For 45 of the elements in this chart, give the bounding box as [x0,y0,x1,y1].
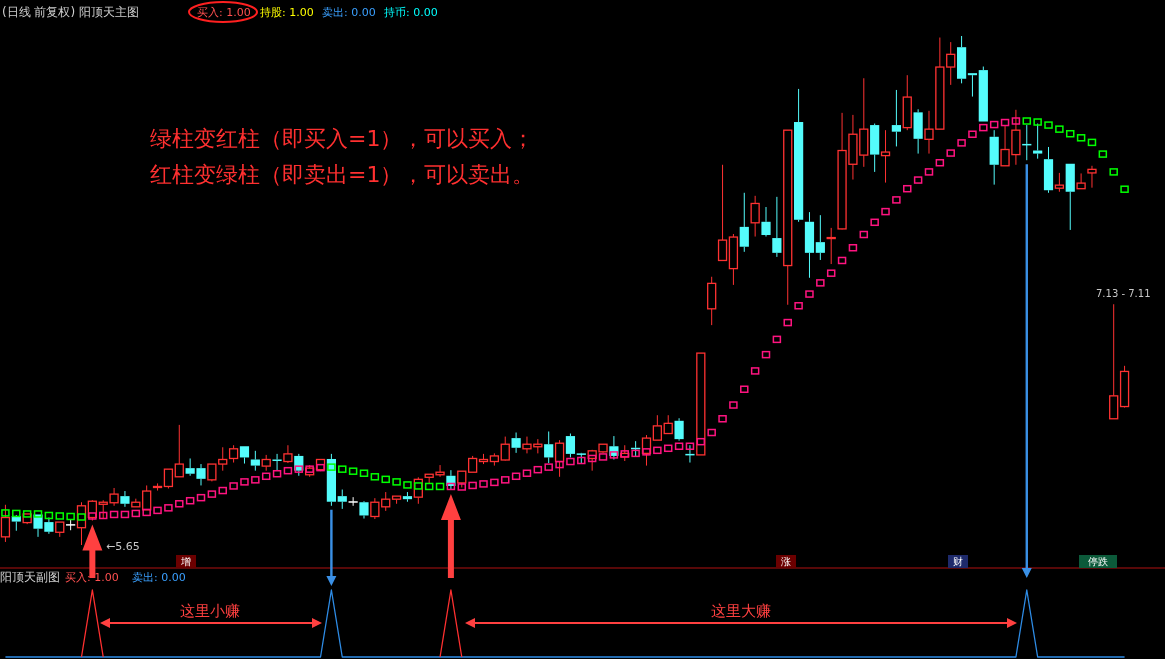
text: 涨 [781,556,791,567]
chart-title: 阳顶天副图 [0,570,60,584]
point [359,469,369,477]
point [1033,118,1042,126]
point [403,481,412,489]
point [424,482,434,491]
text: 卖出: 0.00 [132,571,186,584]
text: 增 [180,556,191,567]
point [1098,150,1108,158]
point [348,467,358,475]
point [22,510,32,518]
point [66,512,75,521]
text: 持币: 0.00 [384,6,438,19]
point [44,511,54,520]
point [1120,185,1129,193]
annotation: 红柱变绿柱（即卖出=1），可以卖出。 [150,162,535,187]
point [12,509,21,518]
annotation: ←5.65 [106,540,140,553]
chart-title: (日线 前复权) 阳顶天主图 [2,5,139,19]
annotation: 绿柱变红柱（即买入=1），可以买入； [150,126,535,151]
point [1065,129,1075,138]
annotation: 这里大赚 [711,602,771,620]
text: 财 [953,556,963,567]
point [381,475,390,484]
point [1022,117,1032,125]
point [33,510,43,518]
point [55,512,65,520]
text: 停跌 [1088,556,1108,567]
point [1044,121,1053,129]
text: 买入: 1.00 [197,6,251,19]
annotation: 这里小赚 [180,602,240,620]
point [327,463,336,471]
point [370,473,380,481]
point [338,465,347,473]
text: 买入: 1.00 [65,571,119,584]
point [1055,125,1064,133]
point [1,509,10,517]
point [1076,134,1086,142]
point [1109,168,1118,176]
text: 持股: 1.00 [260,6,314,19]
text: 卖出: 0.00 [322,6,376,19]
point [435,482,445,491]
point [392,478,401,486]
annotation: 7.13 - 7.11 [1096,288,1151,299]
point [1087,138,1097,147]
